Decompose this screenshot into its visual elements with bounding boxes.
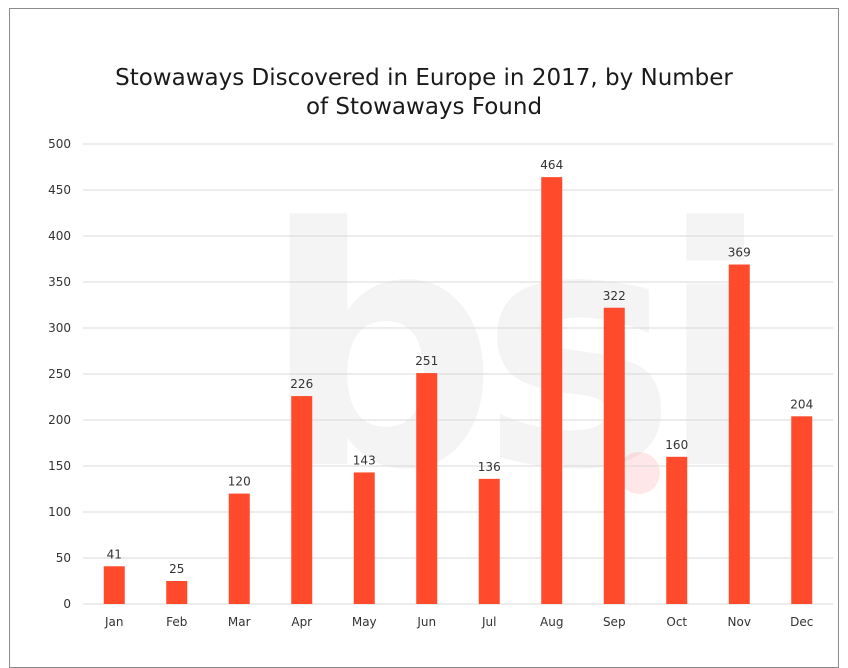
data-label: 322: [603, 289, 626, 303]
bar-may: [353, 472, 375, 604]
y-tick-label: 200: [48, 413, 71, 427]
bar-aug: [541, 177, 563, 604]
data-label: 226: [290, 377, 313, 391]
bar-sep: [603, 307, 625, 604]
chart-title-line-2: of Stowaways Found: [305, 94, 543, 120]
y-tick-label: 450: [48, 183, 71, 197]
data-label: 120: [228, 475, 251, 489]
y-tick-label: 250: [48, 367, 71, 381]
y-tick-label: 350: [48, 275, 71, 289]
data-label: 464: [540, 158, 563, 172]
x-tick-label: Nov: [728, 615, 751, 629]
data-label: 136: [478, 460, 501, 474]
x-tick-label: Mar: [228, 615, 251, 629]
data-label: 143: [353, 453, 376, 467]
bar-jul: [478, 478, 500, 604]
x-tick-label: Dec: [790, 615, 813, 629]
y-tick-label: 100: [48, 505, 71, 519]
data-label: 25: [169, 562, 184, 576]
data-label: 369: [728, 246, 751, 260]
x-tick-label: Sep: [603, 615, 626, 629]
x-tick-label: Jan: [104, 615, 124, 629]
bar-oct: [666, 456, 688, 604]
y-tick-label: 500: [48, 137, 71, 151]
x-tick-label: Apr: [291, 615, 312, 629]
bar-dec: [791, 416, 813, 604]
data-label: 251: [415, 354, 438, 368]
bar-feb: [166, 581, 188, 604]
bsi-watermark-dot: [618, 452, 660, 494]
x-tick-label: Oct: [666, 615, 687, 629]
y-tick-label: 300: [48, 321, 71, 335]
bar-apr: [291, 396, 313, 604]
y-tick-label: 150: [48, 459, 71, 473]
chart-title: Stowaways Discovered in Europe in 2017, …: [0, 64, 848, 122]
data-label: 160: [665, 438, 688, 452]
x-tick-label: Aug: [540, 615, 563, 629]
y-tick-label: 0: [63, 597, 71, 611]
bar-nov: [728, 264, 750, 604]
data-label: 204: [790, 397, 813, 411]
bar-jan: [103, 566, 125, 604]
y-tick-label: 400: [48, 229, 71, 243]
x-tick-label: Feb: [166, 615, 187, 629]
x-tick-label: May: [352, 615, 377, 629]
x-tick-label: Jun: [416, 615, 436, 629]
data-label: 41: [107, 547, 122, 561]
chart-title-line-1: Stowaways Discovered in Europe in 2017, …: [115, 65, 733, 91]
bar-mar: [228, 493, 250, 604]
y-tick-label: 50: [56, 551, 71, 565]
bar-chart: 0 50 100 150 200 250 300 350 400 450 500 41 Jan 25 Feb…: [48, 137, 833, 629]
x-tick-label: Jul: [481, 615, 496, 629]
bar-jun: [416, 373, 438, 604]
